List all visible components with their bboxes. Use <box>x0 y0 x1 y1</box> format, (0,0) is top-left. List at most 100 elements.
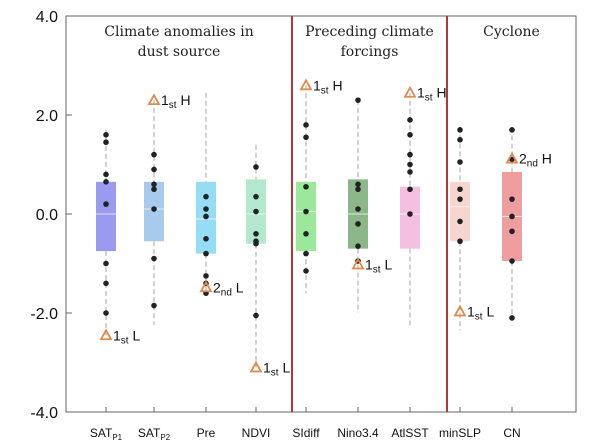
data-point <box>253 193 259 200</box>
section-title: Climate anomalies in <box>104 24 253 40</box>
box <box>296 181 316 252</box>
x-tick-label: SATP1 <box>90 426 123 442</box>
data-point <box>509 127 515 133</box>
x-tick-label: NDVI <box>242 426 271 440</box>
data-point <box>151 181 157 188</box>
x-tick-label: minSLP <box>439 426 481 440</box>
section-titles: Climate anomalies in dust source Preceding… <box>104 16 540 412</box>
y-tick-label: -4.0 <box>30 405 58 422</box>
section-title: Cyclone <box>483 24 540 40</box>
plot-frame <box>65 15 577 413</box>
data-point <box>509 315 515 321</box>
data-point <box>407 132 413 138</box>
data-point <box>407 211 413 217</box>
data-point <box>203 193 209 200</box>
data-point <box>151 255 157 262</box>
data-point <box>355 181 361 188</box>
data-point <box>457 159 463 165</box>
annotation-label: 2nd L <box>213 279 244 298</box>
box <box>450 181 470 242</box>
data-point <box>355 97 361 103</box>
data-point <box>509 228 515 235</box>
data-point <box>253 164 259 170</box>
data-point <box>303 250 309 257</box>
annotation-label: 1st L <box>113 327 140 346</box>
x-axis: SATP1 SATP2 Pre NDVI SIdiff Nino3.4 AtlSST minS… <box>90 407 521 442</box>
data-point <box>303 231 309 237</box>
annotation-marker <box>249 360 263 373</box>
annotation-marker <box>199 280 213 293</box>
data-point <box>355 221 361 227</box>
y-axis: 4.0 2.0 0.0 -2.0 -4.0 <box>30 9 72 422</box>
data-point <box>457 186 463 193</box>
data-point <box>203 206 209 212</box>
annotation-marker <box>505 151 519 164</box>
data-point <box>509 156 515 163</box>
annotation-label: 1st L <box>467 304 494 323</box>
data-point <box>457 238 463 245</box>
data-point <box>303 268 309 274</box>
annotation-marker <box>453 304 467 317</box>
data-point <box>151 206 157 212</box>
annotation-marker <box>351 257 365 270</box>
data-point <box>303 183 309 190</box>
data-point <box>407 186 413 193</box>
section-title: Preceding climate <box>305 24 434 40</box>
x-tick-label: Pre <box>197 426 216 440</box>
data-point <box>303 208 309 215</box>
data-point <box>103 132 109 138</box>
y-tick-label: 0.0 <box>36 207 58 224</box>
data-point <box>407 151 413 158</box>
annotation-label: 1st L <box>263 359 290 378</box>
data-point <box>303 122 309 128</box>
data-point <box>509 213 515 220</box>
data-point <box>407 169 413 175</box>
x-tick-label: SIdiff <box>292 426 320 440</box>
data-point <box>103 139 109 146</box>
annotation-marker <box>403 85 417 98</box>
data-point <box>103 310 109 316</box>
y-tick-label: -2.0 <box>30 306 58 323</box>
annotation-marker <box>147 93 161 106</box>
data-point <box>253 240 259 247</box>
annotation-label: 1st H <box>417 85 447 104</box>
data-point <box>253 208 259 215</box>
data-point <box>151 151 157 158</box>
data-point <box>103 201 109 207</box>
data-point <box>103 260 109 267</box>
data-point <box>103 171 109 178</box>
data-point <box>103 280 109 287</box>
annotation-label: 1st H <box>313 77 343 96</box>
data-point <box>509 258 515 264</box>
x-tick-label: AtlSST <box>391 426 429 440</box>
data-point <box>355 186 361 193</box>
x-tick-label: Nino3.4 <box>337 426 379 440</box>
data-point <box>407 161 413 168</box>
y-tick-label: 2.0 <box>36 108 58 125</box>
annotation-label: 2nd H <box>519 151 552 170</box>
data-point <box>355 243 361 249</box>
data-point <box>151 166 157 173</box>
data-point <box>457 218 463 225</box>
box <box>400 186 420 249</box>
data-point <box>203 235 209 242</box>
annotation-label: 1st L <box>365 256 392 275</box>
data-point <box>151 302 157 309</box>
annotation-label: 1st H <box>161 92 191 111</box>
annotation-marker <box>99 328 113 341</box>
data-point <box>203 250 209 257</box>
section-title: dust source <box>138 44 221 60</box>
x-tick-label: CN <box>503 426 520 440</box>
x-tick-label: SATP2 <box>138 426 171 442</box>
annotation-marker <box>299 78 313 91</box>
data-point <box>509 196 515 202</box>
data-point <box>457 196 463 202</box>
data-point <box>103 179 109 185</box>
data-point <box>457 127 463 133</box>
box <box>96 181 116 252</box>
data-point <box>203 213 209 220</box>
data-point <box>457 136 463 143</box>
data-point <box>303 134 309 141</box>
boxes: 1st L 1st H 2nd L 1st L 1st H 1st L 1st H 1st L… <box>96 77 552 378</box>
